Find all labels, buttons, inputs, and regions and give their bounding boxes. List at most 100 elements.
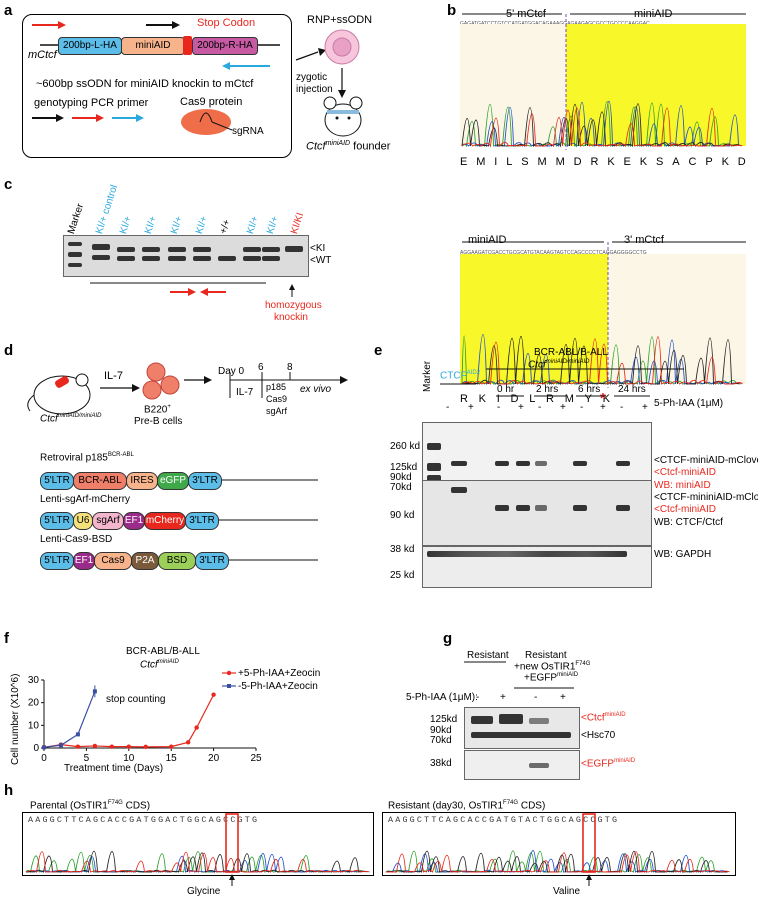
b-aa: D	[573, 156, 582, 168]
b-bot-trace	[461, 335, 741, 386]
h-left-frame	[22, 812, 374, 876]
cas9-protein-shape	[181, 109, 231, 135]
b-aa: D	[737, 156, 746, 168]
b-aa: R	[590, 156, 599, 168]
g-sign-2: +	[500, 692, 506, 703]
d-schematic	[27, 362, 348, 561]
e-mw-70: 70kd	[390, 482, 412, 493]
e-mw3-25: 25 kd	[390, 570, 415, 581]
b-aa: K	[602, 393, 610, 405]
h-left-trace	[25, 851, 364, 874]
b-aa: R	[460, 393, 468, 405]
panel-label-d: d	[4, 342, 14, 359]
rnp-label: RNP+ssODN	[307, 14, 373, 26]
e-sign: +	[518, 402, 524, 413]
b-aa: D	[510, 393, 519, 405]
d-day6-label: 6	[258, 362, 264, 373]
b-top-trace	[461, 100, 739, 148]
g-ctcf-label: <CtcfminiAID	[581, 712, 626, 724]
f-data-point	[75, 744, 81, 749]
v2-3ltr: 3'LTR	[185, 512, 219, 530]
h-right-frame	[382, 812, 736, 876]
d-il7-timeline: IL-7	[236, 387, 254, 398]
b-aa: M	[564, 393, 574, 405]
sgrna-shape	[199, 112, 213, 123]
h-valine: Valine	[553, 886, 581, 897]
f-x-tick-label: 25	[250, 753, 262, 764]
f-data-point	[42, 745, 46, 750]
f-xlabel: Treatment time (Days)	[64, 763, 164, 774]
e-sign: +	[642, 402, 648, 413]
f-data-point	[126, 744, 131, 749]
f-title1: BCR-ABL/B-ALL	[126, 646, 200, 657]
f-data-point	[58, 743, 63, 748]
b-aa: M	[476, 156, 486, 168]
b-aa: R	[546, 393, 554, 405]
g-col1: Resistant	[467, 650, 509, 661]
b-bot-seq: AGGAAGATCGACCTGCGCATGTACAAGTAGTCCAGCCCCT…	[460, 250, 647, 256]
e-sign: -	[446, 402, 450, 413]
d-day0-label: Day 0	[218, 366, 245, 377]
f-data-point	[194, 725, 199, 730]
f-y-tick-label: 20	[28, 698, 40, 709]
f-y-tick-label: 10	[28, 720, 40, 731]
e-blot2-band1: <CTCF-mininiAID-mClover3	[654, 492, 758, 503]
f-x-tick-label: 20	[208, 753, 220, 764]
g-treat-label: 5-Ph-IAA (1μM):	[406, 692, 478, 703]
e-wb1-label: WB: miniAID	[654, 480, 711, 491]
g-col2a: Resistant	[525, 650, 567, 661]
d-bone-icon	[55, 376, 69, 388]
h-left-seq: AAGGCTTCAGCACCGATGGACTGGCAGCCGTG	[28, 815, 260, 825]
panel-label-c: c	[4, 176, 13, 193]
b-aa: K	[721, 156, 729, 168]
b-top-right-bg	[566, 24, 746, 146]
founder-label: CtcfminiAID founder	[306, 140, 391, 153]
b-aa: Y	[584, 393, 592, 405]
f-stop-counting: stop counting	[106, 694, 166, 705]
f-title2: CtcfminiAID	[140, 659, 179, 671]
b-aa: I	[494, 156, 498, 168]
e-time-label: 0 hr	[497, 384, 515, 395]
e-mw3-38: 38 kd	[390, 544, 415, 555]
locus-label: mCtcf	[28, 49, 57, 61]
e-sign: -	[538, 402, 542, 413]
g-col2b: +new OsTIR1F74G	[514, 661, 591, 673]
b-bot-left-label: miniAID	[468, 234, 507, 246]
e-time-label: 2 hrs	[536, 384, 559, 395]
panel-label-h: h	[4, 782, 14, 799]
b-bot-right-label: 3' mCtcf	[624, 234, 664, 246]
g-blot-1	[464, 707, 580, 749]
d-cell-icon	[146, 362, 166, 382]
d-v2-title: Lenti-sgArf-mCherry	[40, 494, 131, 505]
g-egfp-label: <EGFPminiAID	[581, 758, 636, 770]
g-mw-90: 90kd	[430, 725, 452, 736]
stop-asterisk: *	[600, 390, 606, 407]
d-mouse-label: CtcfminiAID/miniAID	[40, 413, 102, 425]
b-aa: S	[521, 156, 529, 168]
ssodn-label: ~600bp ssODN for miniAID knockin to mCtc…	[36, 78, 254, 90]
f-legend-marker	[226, 670, 232, 676]
e-sign: -	[620, 402, 624, 413]
f-legend-1: +5-Ph-IAA+Zeocin	[238, 668, 321, 679]
b-aa: K	[607, 156, 615, 168]
e-mw-260: 260 kd	[390, 441, 421, 452]
stop-codon-label: Stop Codon	[197, 17, 256, 29]
cas9-label: Cas9 protein	[180, 96, 243, 108]
f-data-point	[185, 740, 191, 745]
f-x-tick-label: 10	[123, 753, 135, 764]
b-aa: M	[537, 156, 547, 168]
b-aa: C	[688, 156, 697, 168]
c-arrows	[90, 282, 295, 297]
v1-egfp: eGFP	[157, 472, 189, 490]
rev-primer-blue-head	[222, 62, 230, 70]
f-x-tick-label: 15	[166, 753, 178, 764]
e-sign: +	[560, 402, 566, 413]
d-preb-label: Pre-B cells	[134, 416, 183, 427]
b-aa: K	[478, 393, 487, 405]
fwd-primer-red-head	[58, 21, 66, 29]
b-aa: M	[555, 156, 565, 168]
panel-a-frame	[22, 14, 292, 158]
f-y-tick-label: 0	[33, 743, 39, 754]
e-title2: CtcfminiAID/miniAID	[528, 359, 590, 371]
